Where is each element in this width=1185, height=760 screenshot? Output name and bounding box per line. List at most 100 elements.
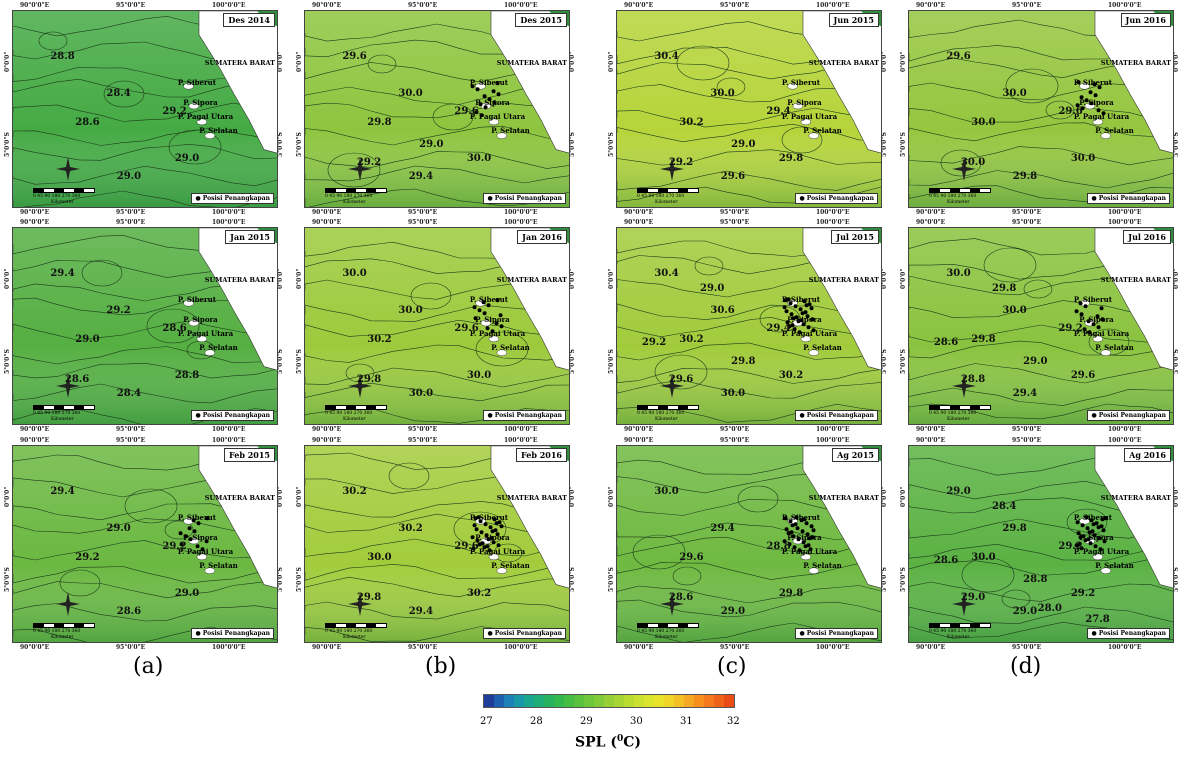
contour-layer xyxy=(617,228,881,424)
fishing-position-dot xyxy=(800,529,805,534)
longitude-tick: 100°0'0"E xyxy=(816,209,850,216)
latitude-tick: 5°0'0"S xyxy=(277,132,284,157)
fishing-position-dot xyxy=(802,299,807,304)
longitude-tick: 90°0'0"E xyxy=(20,437,50,444)
sumatra-landmass xyxy=(802,11,881,154)
latitude-tick: 5°0'0"S xyxy=(900,132,907,157)
legend-fishing-position: ● Posisi Penangkapan xyxy=(191,410,274,421)
longitude-tick: 100°0'0"E xyxy=(816,2,850,9)
contour-value-label: 30.0 xyxy=(960,156,986,168)
fishing-position-dot xyxy=(472,305,477,310)
contour-line xyxy=(305,188,569,207)
island-label: P. Siberut xyxy=(781,513,820,523)
fishing-position-dot xyxy=(808,547,813,552)
colorbar-swatch xyxy=(594,695,604,707)
island-label: P. Pagai Utara xyxy=(469,546,526,556)
sumatra-landmass xyxy=(802,446,881,589)
longitude-tick: 100°0'0"E xyxy=(1108,644,1142,651)
contour-value-label: 30.0 xyxy=(1070,153,1096,165)
scale-bar xyxy=(929,188,991,193)
contour-value-label: 30.0 xyxy=(946,268,971,280)
longitude-tick: 95°0'0"E xyxy=(116,2,146,9)
contour-value-label: 29.8 xyxy=(356,591,382,603)
north-arrow-icon xyxy=(348,157,372,181)
region-label: SUMATERA BARAT xyxy=(1100,59,1171,67)
fishing-position-dot xyxy=(794,515,799,520)
latitude-tick: 5°0'0"S xyxy=(881,567,888,592)
colorbar-tick: 31 xyxy=(680,716,693,727)
scale-bar-ticks: 0 45 90 180 270 360 xyxy=(325,411,373,416)
island-shape xyxy=(488,335,500,343)
scale-bar-unit: Kilometer xyxy=(947,635,970,640)
colorbar-tick: 29 xyxy=(580,716,593,727)
latitude-tick: 0°0'0" xyxy=(4,268,11,290)
panel-date-label: Feb 2016 xyxy=(516,448,567,462)
longitude-tick: 90°0'0"E xyxy=(312,644,342,651)
contour-line xyxy=(909,340,1173,359)
fishing-position-dot xyxy=(495,298,500,303)
contour-value-label: 29.4 xyxy=(710,522,735,534)
fishing-position-dot xyxy=(800,311,805,316)
scale-bar xyxy=(33,188,95,193)
contour-value-label: 30.2 xyxy=(342,486,367,498)
island-label: P. Sipora xyxy=(183,533,218,543)
contour-line xyxy=(13,518,277,536)
map-area: Jun 2015 SUMATERA BARAT P. Siberut P. Sipor… xyxy=(616,10,882,208)
latitude-tick: 5°0'0"S xyxy=(569,349,576,374)
legend-fishing-position: ● Posisi Penangkapan xyxy=(795,628,878,639)
contour-loop xyxy=(146,308,200,344)
island-label: P. Pagai Utara xyxy=(177,111,234,121)
fishing-position-dot xyxy=(490,529,495,534)
fishing-position-dot xyxy=(1084,515,1089,520)
legend-fishing-position: ● Posisi Penangkapan xyxy=(795,410,878,421)
contour-layer xyxy=(617,11,881,207)
contour-loop xyxy=(367,54,397,74)
colorbar-swatch xyxy=(674,695,684,707)
contour-value-label: 29.6 xyxy=(1070,370,1096,382)
fishing-position-dot xyxy=(473,316,478,321)
contour-value-label: 29.6 xyxy=(454,322,479,334)
contour-value-label: 29.8 xyxy=(971,333,996,345)
legend-fishing-position: ● Posisi Penangkapan xyxy=(483,628,566,639)
island-shape xyxy=(808,132,820,139)
contour-value-label: 28.0 xyxy=(1037,602,1062,614)
contour-line xyxy=(13,165,277,187)
contour-value-label: 28.6 xyxy=(116,606,142,618)
contour-line xyxy=(305,151,569,169)
contour-value-label: 29.6 xyxy=(668,373,694,385)
fishing-position-dot xyxy=(783,516,788,521)
fishing-position-dot xyxy=(1092,82,1097,87)
contour-line xyxy=(13,540,277,561)
fishing-position-dot xyxy=(1074,309,1079,314)
fishing-position-dot xyxy=(1079,546,1084,551)
colorbar-tick: 32 xyxy=(727,716,740,727)
sumatra-landmass xyxy=(1094,11,1173,154)
fishing-position-dot xyxy=(804,521,809,526)
colorbar-swatch xyxy=(514,695,524,707)
legend-fishing-position: ● Posisi Penangkapan xyxy=(483,410,566,421)
scale-bar-unit: Kilometer xyxy=(51,417,74,422)
longitude-tick: 95°0'0"E xyxy=(408,437,438,444)
column-label-b: (b) xyxy=(425,654,457,679)
latitude-tick: 5°0'0"S xyxy=(608,349,615,374)
contour-value-label: 29.2 xyxy=(106,304,131,316)
contour-loop xyxy=(672,566,702,586)
fishing-position-dot xyxy=(204,539,209,544)
fishing-position-dot xyxy=(1101,111,1106,116)
sst-map-panel: 90°0'0"E 90°0'0"E 95°0'0"E 95°0'0"E 100°0'0"… xyxy=(4,2,284,217)
fishing-position-dot xyxy=(1082,327,1087,332)
contour-value-label: 30.6 xyxy=(710,304,735,316)
island-label: P. Siberut xyxy=(177,513,216,523)
contour-line xyxy=(305,407,569,424)
contour-line xyxy=(617,522,881,541)
fishing-position-dot xyxy=(471,546,476,551)
longitude-tick: 95°0'0"E xyxy=(408,426,438,433)
contour-value-label: 30.0 xyxy=(466,153,492,165)
sumatra-landmass xyxy=(198,11,277,154)
scale-bar-unit: Kilometer xyxy=(655,200,678,205)
contour-line xyxy=(13,579,277,599)
map-area: Jul 2016 SUMATERA BARAT P. Siberut P. Sipor… xyxy=(908,227,1174,425)
panel-date-label: Jun 2016 xyxy=(1120,13,1171,27)
contour-line xyxy=(617,149,881,166)
contour-loop xyxy=(388,462,430,490)
